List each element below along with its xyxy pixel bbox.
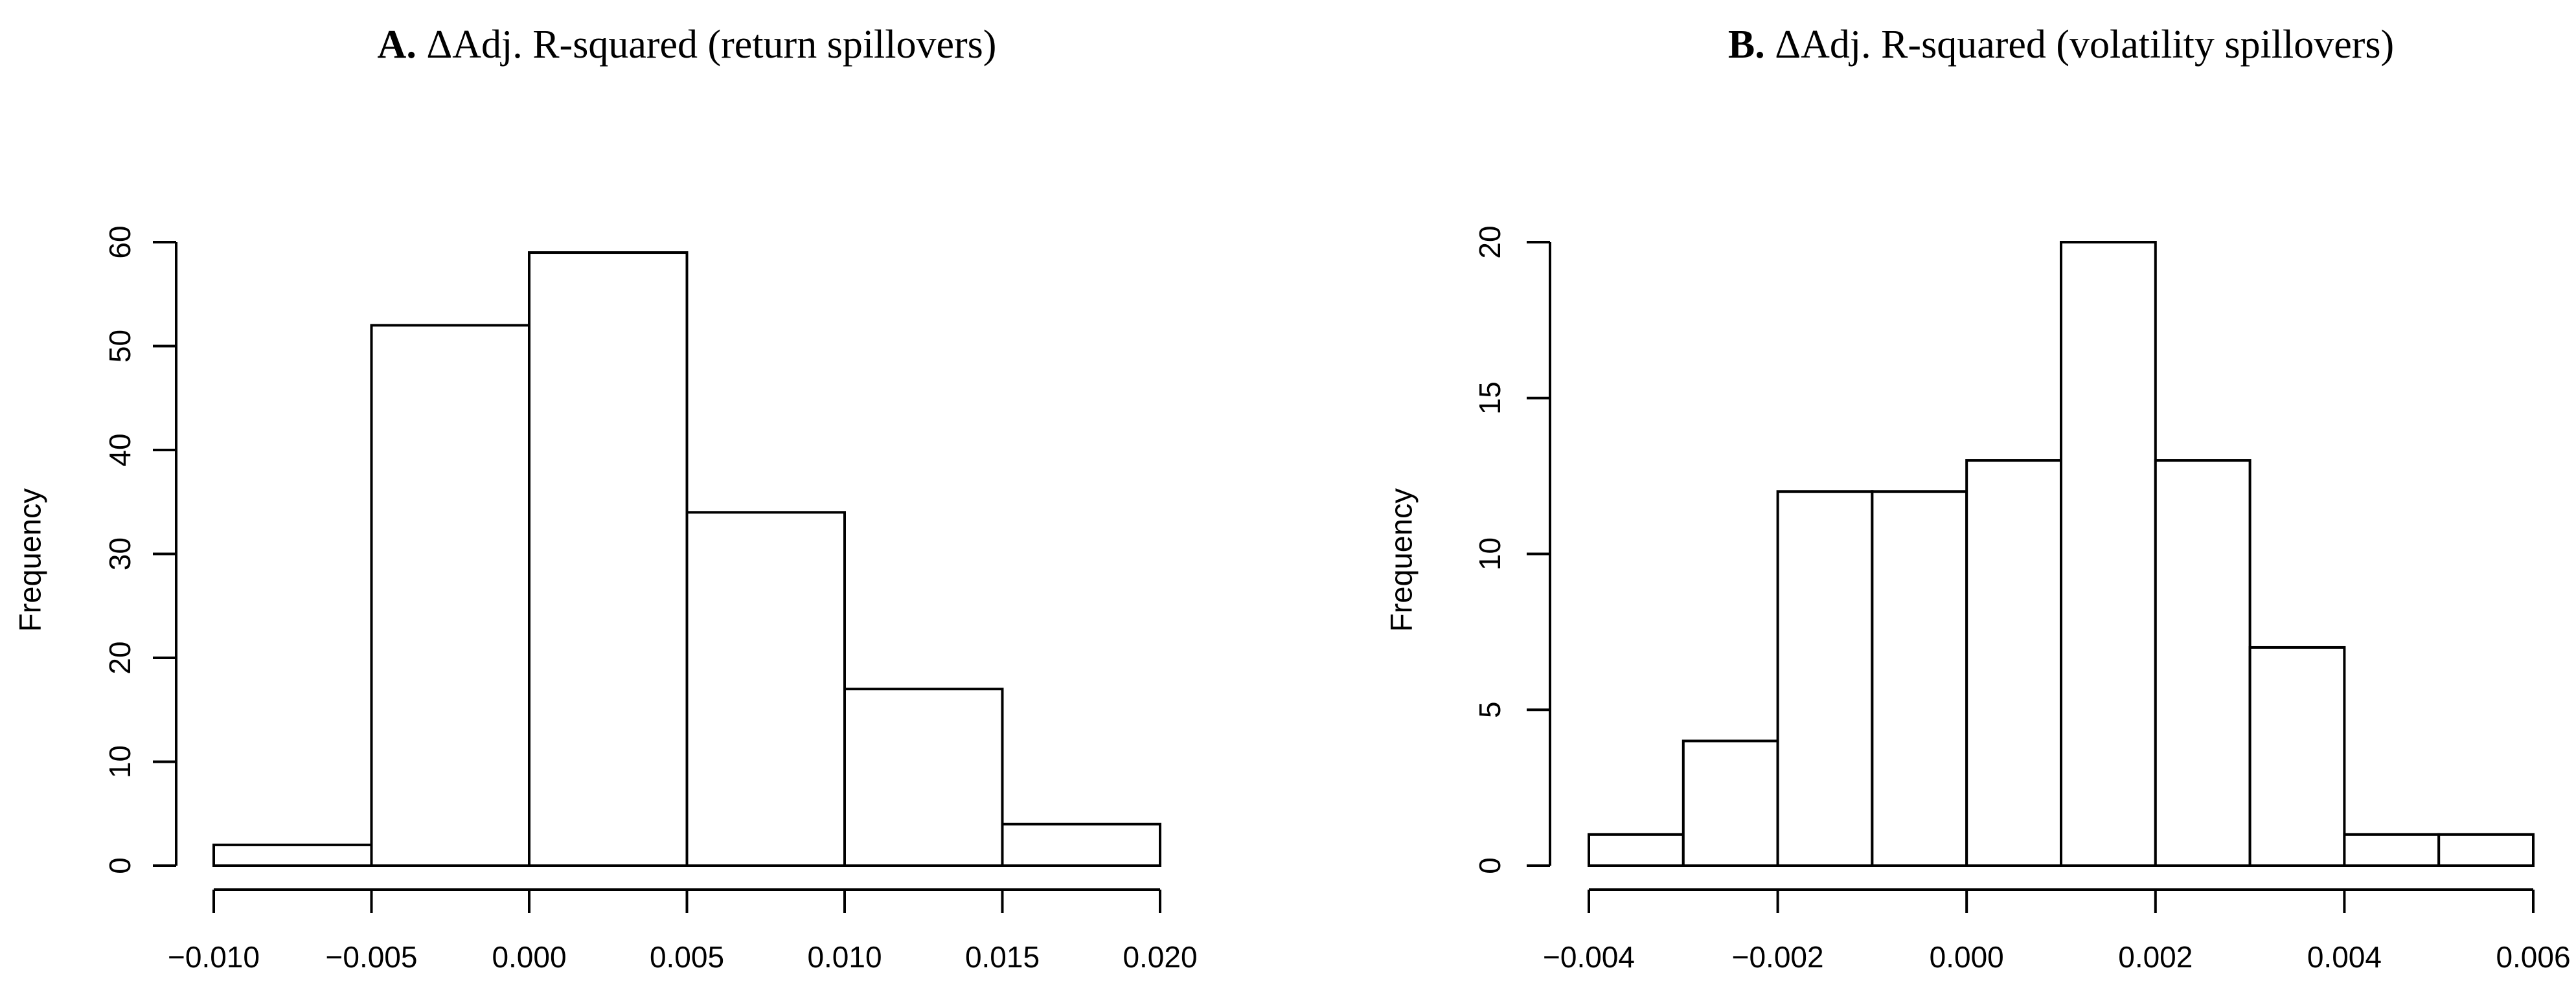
x-tick-label: 0.000 [1930,940,2004,974]
x-tick-label: −0.004 [1543,940,1635,974]
histogram-bar [1965,459,2062,867]
histogram-bar [1681,739,1779,868]
x-tick-label: 0.010 [807,940,882,974]
y-tick-label: 15 [1473,381,1507,414]
panel-b-label: B. [1727,23,1765,67]
histogram-bar [1871,490,1968,867]
panel-b-plot: 0 5 10 15 20 −0.004 −0.002 0.000 0.002 0.004 0.006 [1473,225,2571,974]
x-tick-label: 0.006 [2496,940,2570,974]
panel-a-title-text: ΔAdj. R-squared (return spillovers) [426,23,997,67]
histogram-bar [2343,833,2441,867]
x-tick-label: 0.002 [2118,940,2193,974]
x-tick-label: 0.020 [1123,940,1197,974]
y-tick-label: 30 [103,537,137,570]
panel-a-plot: 0 10 20 30 40 50 60 −0.010 −0.005 0.000 0.005 0.010… [103,225,1198,974]
y-tick-label: 10 [1473,537,1507,570]
histogram-bar [2060,241,2157,867]
x-tick-label: −0.002 [1732,940,1824,974]
y-tick-label: 50 [103,330,137,363]
y-tick-label: 0 [103,857,137,874]
histogram-bar [685,511,846,867]
histogram-bar [2154,459,2251,867]
y-tick-label: 0 [1473,857,1507,874]
x-tick-label: 0.005 [650,940,724,974]
histogram-bar [1001,822,1161,868]
histogram-bar [2437,833,2535,867]
y-tick-label: 10 [103,745,137,778]
x-tick-label: −0.005 [326,940,418,974]
histogram-bar [2248,646,2346,867]
histogram-bar [212,843,373,868]
histogram-bar [528,251,689,867]
y-tick-label: 40 [103,433,137,466]
y-tick-label: 20 [103,641,137,674]
histogram-bar [1776,490,1874,867]
panel-b-title-text: ΔAdj. R-squared (volatility spillovers) [1775,23,2395,67]
x-tick-label: −0.010 [168,940,260,974]
y-tick-label: 60 [103,225,137,258]
histogram-bar [1588,833,1685,867]
histogram-bar [843,688,1004,868]
x-tick-label: 0.015 [965,940,1040,974]
x-tick-label: 0.004 [2307,940,2382,974]
panel-a-label: A. [377,23,416,67]
panel-a-title: A. ΔAdj. R-squared (return spillovers) [214,23,1160,67]
panel-b-title: B. ΔAdj. R-squared (volatility spillover… [1589,23,2533,67]
y-tick-label: 5 [1473,701,1507,718]
y-tick-label: 20 [1473,225,1507,258]
x-tick-label: 0.000 [492,940,566,974]
histogram-bar [370,324,530,867]
